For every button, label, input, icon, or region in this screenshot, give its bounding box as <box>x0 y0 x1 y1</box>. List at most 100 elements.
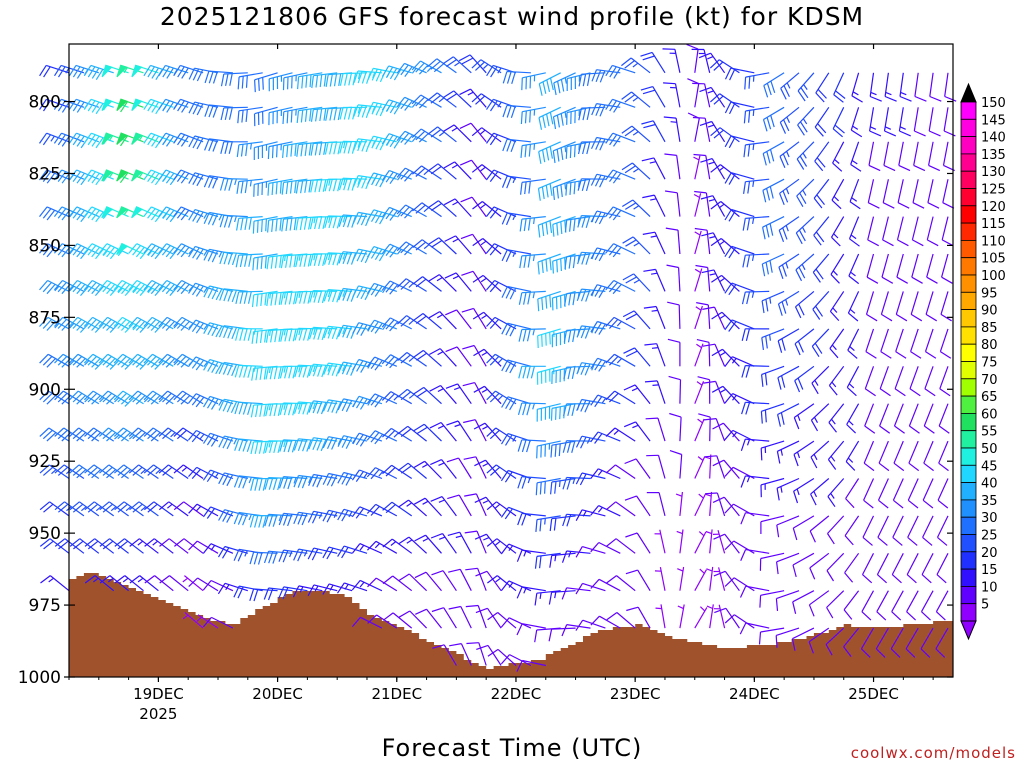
wind-barb <box>724 245 755 259</box>
wind-barb <box>740 548 770 562</box>
wind-barb <box>891 590 904 621</box>
wind-barb <box>351 579 383 592</box>
wind-barb <box>308 400 338 415</box>
wind-barb <box>703 380 726 404</box>
wind-barb <box>381 427 413 442</box>
wind-barb <box>922 515 934 546</box>
wind-barb <box>552 253 576 274</box>
colorbar-swatch <box>960 309 977 328</box>
wind-barb <box>203 322 234 338</box>
wind-barb <box>84 575 115 592</box>
wind-barb <box>520 141 546 158</box>
wind-barb <box>866 253 879 284</box>
wind-barb <box>879 403 891 434</box>
wind-barb <box>534 552 561 569</box>
wind-barb <box>740 512 770 525</box>
wind-barb <box>265 328 293 343</box>
wind-barb <box>310 141 338 156</box>
wind-barb <box>501 322 532 337</box>
colorbar-swatch <box>960 586 977 605</box>
wind-barb <box>827 440 845 470</box>
wind-barb <box>705 492 726 517</box>
wind-barb <box>188 101 219 116</box>
wind-barb <box>427 92 457 108</box>
wind-barb <box>575 472 606 486</box>
wind-barb <box>39 64 70 78</box>
wind-barb <box>762 178 785 203</box>
wind-barb <box>218 435 248 450</box>
wind-barb <box>485 243 517 256</box>
wind-barb <box>924 366 936 397</box>
wind-barb <box>296 141 323 157</box>
colorbar-swatch <box>960 291 977 310</box>
colorbar-swatch <box>960 412 977 432</box>
wind-barb <box>779 106 800 134</box>
wind-barb <box>575 546 606 558</box>
wind-barb <box>39 279 70 295</box>
wind-barb <box>486 353 517 367</box>
credit-link[interactable]: coolwx.com/models <box>850 744 1016 762</box>
wind-barb <box>202 616 234 629</box>
wind-barb <box>830 216 845 247</box>
wind-barb <box>249 551 278 565</box>
wind-barb <box>695 264 711 292</box>
wind-barb <box>880 291 893 322</box>
wind-barb <box>663 116 681 142</box>
wind-barb <box>158 279 189 296</box>
wind-barb <box>267 178 293 196</box>
wind-barb <box>173 98 204 113</box>
wind-barb <box>188 503 219 517</box>
wind-barb <box>713 567 726 591</box>
wind-barb <box>500 654 532 667</box>
wind-barb <box>39 390 70 405</box>
wind-barb <box>428 311 457 330</box>
wind-barb <box>268 72 293 92</box>
wind-barb <box>84 427 115 442</box>
wind-barb <box>869 107 882 137</box>
wind-barb <box>520 178 546 195</box>
wind-barb <box>351 469 383 482</box>
wind-barb <box>694 343 704 367</box>
wind-barb <box>538 72 561 96</box>
wind-barb <box>338 214 368 228</box>
wind-barb <box>219 251 248 266</box>
wind-barb <box>575 619 606 631</box>
colorbar-swatch <box>960 343 977 362</box>
wind-barb <box>906 553 919 584</box>
wind-barb <box>776 552 800 575</box>
wind-barb <box>173 64 204 79</box>
wind-barb <box>848 216 860 247</box>
wind-barb <box>850 141 862 172</box>
wind-barb <box>250 477 278 491</box>
wind-barb <box>486 279 517 293</box>
wind-barb <box>847 328 860 359</box>
terrain-layer <box>69 573 953 677</box>
wind-barb <box>909 366 921 397</box>
colorbar-swatch <box>960 257 977 276</box>
wind-barb <box>724 319 755 332</box>
wind-barb <box>605 64 636 79</box>
wind-barb <box>382 501 413 517</box>
wind-barb <box>281 216 308 232</box>
wind-barb <box>516 586 546 599</box>
wind-barb <box>605 316 636 330</box>
wind-barb <box>265 365 293 380</box>
wind-barb <box>116 64 144 78</box>
wind-barb <box>590 541 621 554</box>
colorbar-swatch <box>960 482 977 501</box>
wind-barb <box>459 88 487 108</box>
wind-barb <box>69 538 100 554</box>
wind-barb <box>158 206 189 223</box>
wind-barb <box>501 396 532 411</box>
wind-barb <box>188 245 219 260</box>
wind-barb <box>471 93 502 108</box>
wind-barb <box>779 141 800 168</box>
wind-barb <box>339 140 368 154</box>
wind-barb <box>762 216 785 240</box>
wind-barb <box>427 200 457 218</box>
wind-barb <box>500 580 532 592</box>
wind-barb <box>202 543 234 554</box>
wind-barb <box>938 403 950 434</box>
wind-barb <box>578 72 606 87</box>
